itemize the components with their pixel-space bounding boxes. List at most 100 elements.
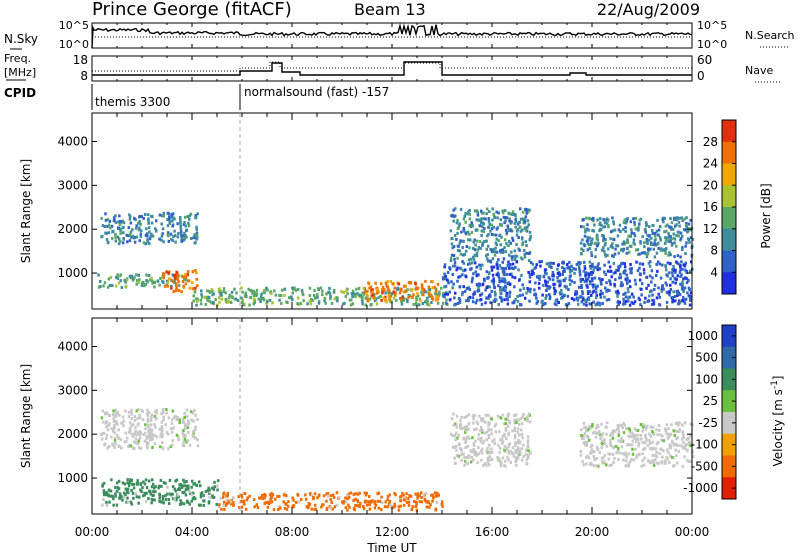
- heatmap-cell: [659, 225, 662, 228]
- heatmap-cell: [620, 437, 623, 440]
- heatmap-cell: [190, 493, 193, 497]
- nave-label: Nave: [745, 64, 773, 77]
- heatmap-cell: [125, 278, 129, 282]
- heatmap-cell: [179, 221, 182, 225]
- heatmap-cell: [364, 500, 367, 504]
- heatmap-cell: [468, 208, 471, 212]
- heatmap-cell: [213, 480, 216, 484]
- heatmap-cell: [379, 282, 383, 286]
- heatmap-cell: [603, 441, 607, 445]
- heatmap-cell: [332, 289, 336, 292]
- heatmap-cell: [270, 500, 274, 504]
- heatmap-cell: [366, 299, 369, 303]
- heatmap-cell: [146, 414, 149, 418]
- heatmap-cell: [518, 440, 522, 444]
- heatmap-cell: [125, 233, 128, 237]
- heatmap-cell: [610, 243, 614, 247]
- heatmap-cell: [111, 429, 115, 433]
- heatmap-cell: [559, 280, 562, 284]
- heatmap-cell: [610, 463, 613, 467]
- heatmap-cell: [192, 430, 195, 434]
- heatmap-cell: [623, 242, 626, 246]
- heatmap-cell: [633, 234, 637, 238]
- heatmap-cell: [433, 285, 436, 289]
- heatmap-cell: [472, 458, 475, 462]
- heatmap-cell: [548, 297, 552, 301]
- heatmap-cell: [145, 500, 148, 504]
- heatmap-cell: [479, 293, 482, 297]
- heatmap-cell: [208, 490, 212, 494]
- heatmap-cell: [362, 286, 366, 290]
- heatmap-cell: [206, 298, 209, 302]
- heatmap-cell: [638, 252, 641, 256]
- heatmap-cell: [114, 233, 117, 237]
- heatmap-cell: [648, 234, 651, 238]
- heatmap-cell: [678, 270, 682, 274]
- heatmap-cell: [632, 295, 635, 299]
- heatmap-cell: [625, 455, 629, 459]
- heatmap-cell: [411, 505, 415, 509]
- heatmap-cell: [260, 297, 263, 301]
- heatmap-cell: [662, 439, 665, 443]
- heatmap-cell: [485, 463, 488, 467]
- heatmap-cell: [178, 421, 181, 425]
- heatmap-cell: [278, 294, 281, 297]
- heatmap-cell: [171, 497, 175, 501]
- heatmap-cell: [193, 482, 197, 486]
- heatmap-cell: [522, 217, 525, 221]
- heatmap-cell: [255, 288, 259, 292]
- heatmap-cell: [240, 300, 244, 304]
- heatmap-cell: [593, 276, 597, 280]
- heatmap-cell: [194, 413, 197, 417]
- heatmap-cell: [134, 492, 138, 496]
- heatmap-cell: [200, 491, 204, 495]
- heatmap-cell: [490, 289, 493, 293]
- heatmap-cell: [584, 271, 587, 275]
- heatmap-cell: [191, 497, 195, 501]
- heatmap-cell: [538, 275, 542, 279]
- heatmap-cell: [521, 241, 525, 245]
- heatmap-cell: [196, 212, 199, 216]
- heatmap-cell: [120, 421, 123, 425]
- heatmap-cell: [497, 211, 500, 215]
- heatmap-cell: [489, 458, 492, 462]
- heatmap-cell: [461, 246, 464, 249]
- heatmap-cell: [519, 417, 523, 421]
- heatmap-cell: [139, 483, 143, 486]
- heatmap-cell: [361, 302, 364, 306]
- heatmap-cell: [516, 294, 519, 298]
- heatmap-cell: [460, 449, 463, 453]
- heatmap-cell: [622, 247, 626, 251]
- heatmap-cell: [351, 295, 354, 299]
- heatmap-cell: [281, 288, 284, 292]
- heatmap-cell: [469, 238, 472, 242]
- heatmap-cell: [127, 226, 131, 230]
- heatmap-cell: [100, 432, 104, 436]
- heatmap-cell: [153, 423, 156, 427]
- heatmap-cell: [491, 257, 495, 261]
- heatmap-cell: [462, 285, 465, 289]
- heatmap-cell: [182, 421, 185, 424]
- heatmap-cell: [389, 503, 392, 507]
- heatmap-cell: [232, 503, 235, 507]
- heatmap-cell: [475, 218, 478, 222]
- heatmap-cell: [615, 268, 618, 272]
- heatmap-cell: [479, 436, 483, 440]
- heatmap-cell: [146, 213, 150, 217]
- heatmap-cell: [629, 244, 632, 248]
- heatmap-cell: [290, 296, 293, 300]
- heatmap-cell: [564, 303, 568, 307]
- heatmap-cell: [133, 440, 136, 444]
- heatmap-cell: [582, 269, 586, 273]
- heatmap-cell: [679, 231, 683, 235]
- heatmap-cell: [528, 252, 531, 255]
- heatmap-cell: [127, 491, 130, 495]
- heatmap-cell: [517, 438, 520, 442]
- heatmap-cell: [481, 243, 484, 247]
- heatmap-cell: [586, 238, 590, 242]
- heatmap-cell: [689, 422, 692, 426]
- heatmap-cell: [567, 288, 570, 292]
- heatmap-cell: [594, 296, 598, 299]
- heatmap-cell: [329, 498, 332, 502]
- heatmap-cell: [651, 454, 654, 457]
